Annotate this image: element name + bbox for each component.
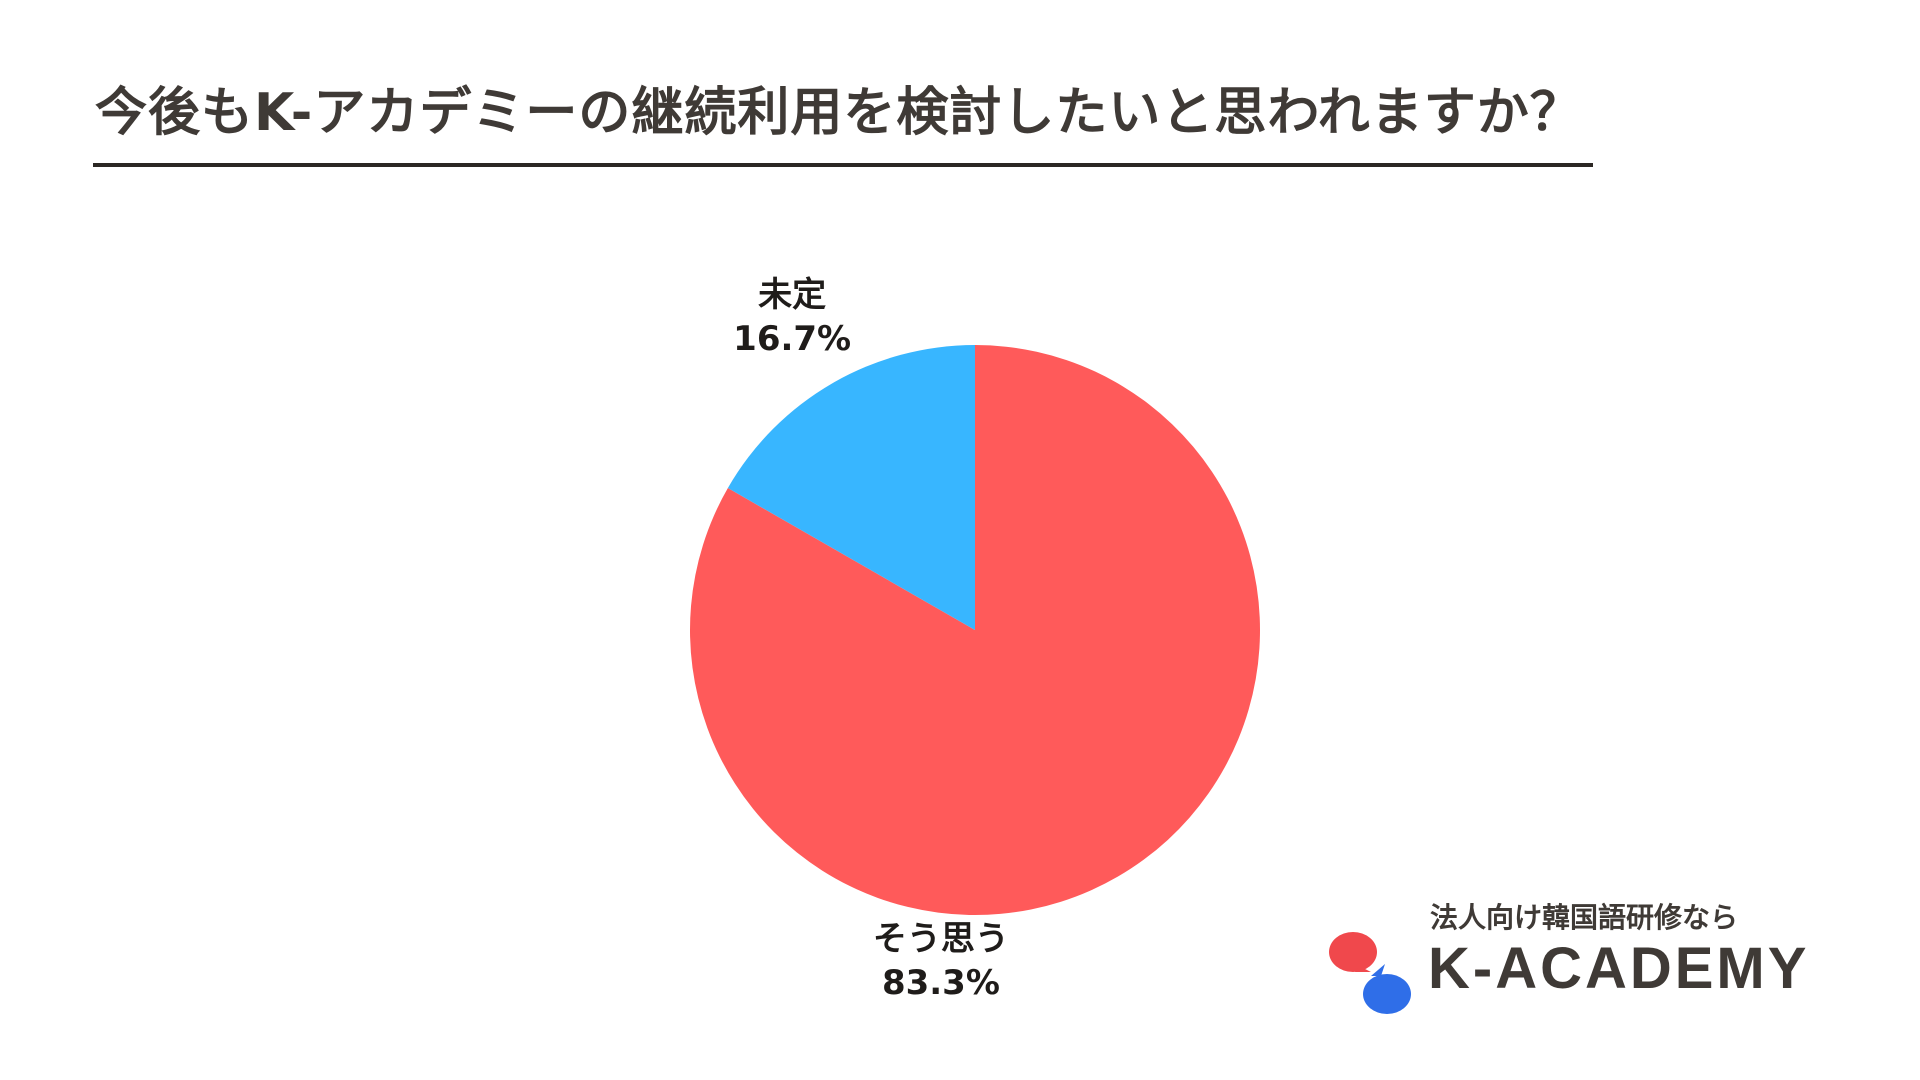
title-underline bbox=[93, 163, 1593, 167]
brand-tagline: 法人向け韓国語研修なら bbox=[1430, 901, 1739, 934]
k-academy-logo-icon bbox=[1329, 932, 1411, 1014]
slice-label-1: 未定 bbox=[758, 275, 826, 315]
slice-value-0: 83.3% bbox=[882, 963, 1000, 1003]
slice-value-1: 16.7% bbox=[733, 319, 851, 359]
chart-title: 今後もK-アカデミーの継続利用を検討したいと思われますか？ bbox=[95, 83, 1583, 143]
pie-slice-1 bbox=[727, 345, 975, 630]
brand-name: K-ACADEMY bbox=[1428, 936, 1810, 1001]
slice-label-0: そう思う bbox=[873, 919, 1009, 959]
